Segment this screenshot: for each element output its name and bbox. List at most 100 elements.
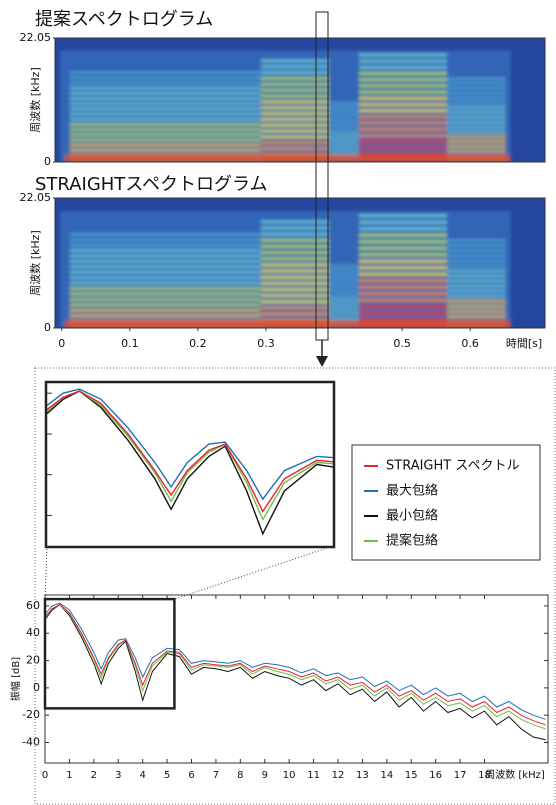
- band: [260, 220, 330, 224]
- band: [358, 108, 447, 113]
- x-tick-label: 15: [405, 770, 418, 781]
- band: [260, 257, 330, 261]
- band: [358, 278, 447, 283]
- band: [260, 238, 330, 243]
- x-tick-label: 13: [356, 770, 369, 781]
- band: [447, 106, 506, 109]
- band: [69, 148, 261, 152]
- band: [69, 71, 261, 75]
- band: [260, 141, 330, 145]
- y-tick-label: -20: [22, 708, 40, 721]
- band: [447, 130, 506, 134]
- x-tick-label: 0.2: [189, 337, 207, 350]
- band: [69, 287, 261, 291]
- band: [69, 133, 261, 137]
- band: [447, 115, 506, 119]
- band: [260, 250, 330, 255]
- band: [260, 287, 330, 292]
- band: [329, 122, 359, 125]
- y-tick-label: 22.05: [20, 191, 52, 204]
- inset-lines: [47, 388, 333, 536]
- band: [69, 265, 261, 269]
- band: [358, 115, 447, 119]
- band: [447, 120, 506, 124]
- band: [329, 311, 359, 314]
- band: [358, 139, 447, 144]
- band: [260, 76, 330, 81]
- band: [69, 112, 261, 116]
- band: [260, 269, 330, 273]
- band: [358, 90, 447, 94]
- band: [64, 320, 511, 328]
- band: [69, 276, 261, 280]
- band: [69, 122, 261, 126]
- band: [260, 152, 330, 157]
- series-line: [45, 602, 546, 720]
- band: [447, 87, 506, 90]
- band: [447, 279, 506, 283]
- connector: [44, 545, 48, 600]
- band: [69, 86, 261, 90]
- y-tick-label: 40: [26, 626, 40, 639]
- y-tick-label: -40: [22, 736, 40, 749]
- band: [329, 135, 359, 138]
- plot-lines: [45, 602, 546, 741]
- band: [69, 102, 261, 106]
- band: [69, 91, 261, 95]
- band: [329, 101, 359, 104]
- band: [69, 107, 261, 111]
- band: [358, 96, 447, 100]
- band: [447, 299, 506, 303]
- x-tick-label: 14: [380, 770, 393, 781]
- band: [358, 53, 447, 57]
- band: [329, 104, 359, 107]
- connector: [174, 545, 334, 600]
- band: [329, 264, 359, 267]
- x-tick-label: 2: [91, 770, 97, 781]
- x-tick-label: 12: [332, 770, 345, 781]
- band: [329, 139, 359, 142]
- inset-series-line: [47, 390, 333, 536]
- legend-label: 最小包絡: [386, 508, 438, 524]
- texture: [59, 211, 511, 328]
- band: [358, 259, 447, 263]
- series-line: [45, 603, 546, 726]
- band: [69, 249, 261, 253]
- zoom-box: [43, 597, 176, 710]
- x-tick-label: 0.1: [121, 337, 139, 350]
- y-axis-label: 周波数 [kHz]: [29, 230, 42, 296]
- band: [260, 312, 330, 316]
- x-tick-label: 5: [164, 770, 170, 781]
- x-tick-label: 4: [139, 770, 145, 781]
- x-tick-label: 11: [307, 770, 320, 781]
- band: [447, 315, 506, 318]
- band: [447, 140, 506, 143]
- band: [69, 260, 261, 263]
- band: [329, 300, 359, 303]
- band: [447, 304, 506, 308]
- y-tick-label: 0: [33, 681, 40, 694]
- band: [329, 279, 359, 282]
- band: [329, 118, 359, 121]
- band: [69, 238, 261, 242]
- band: [358, 121, 447, 125]
- band: [358, 285, 447, 289]
- band: [69, 314, 261, 318]
- band: [447, 135, 506, 138]
- band: [447, 144, 506, 148]
- x-tick-label: 8: [237, 770, 243, 781]
- x-tick-label: 16: [429, 770, 442, 781]
- band: [69, 117, 261, 121]
- x-tick-label: 0.6: [461, 337, 479, 350]
- band: [260, 244, 330, 249]
- band: [447, 294, 506, 298]
- band: [447, 310, 506, 313]
- band: [358, 233, 447, 237]
- band: [69, 243, 261, 247]
- band: [329, 286, 359, 289]
- band: [69, 303, 261, 307]
- band: [69, 270, 261, 274]
- band: [260, 94, 330, 98]
